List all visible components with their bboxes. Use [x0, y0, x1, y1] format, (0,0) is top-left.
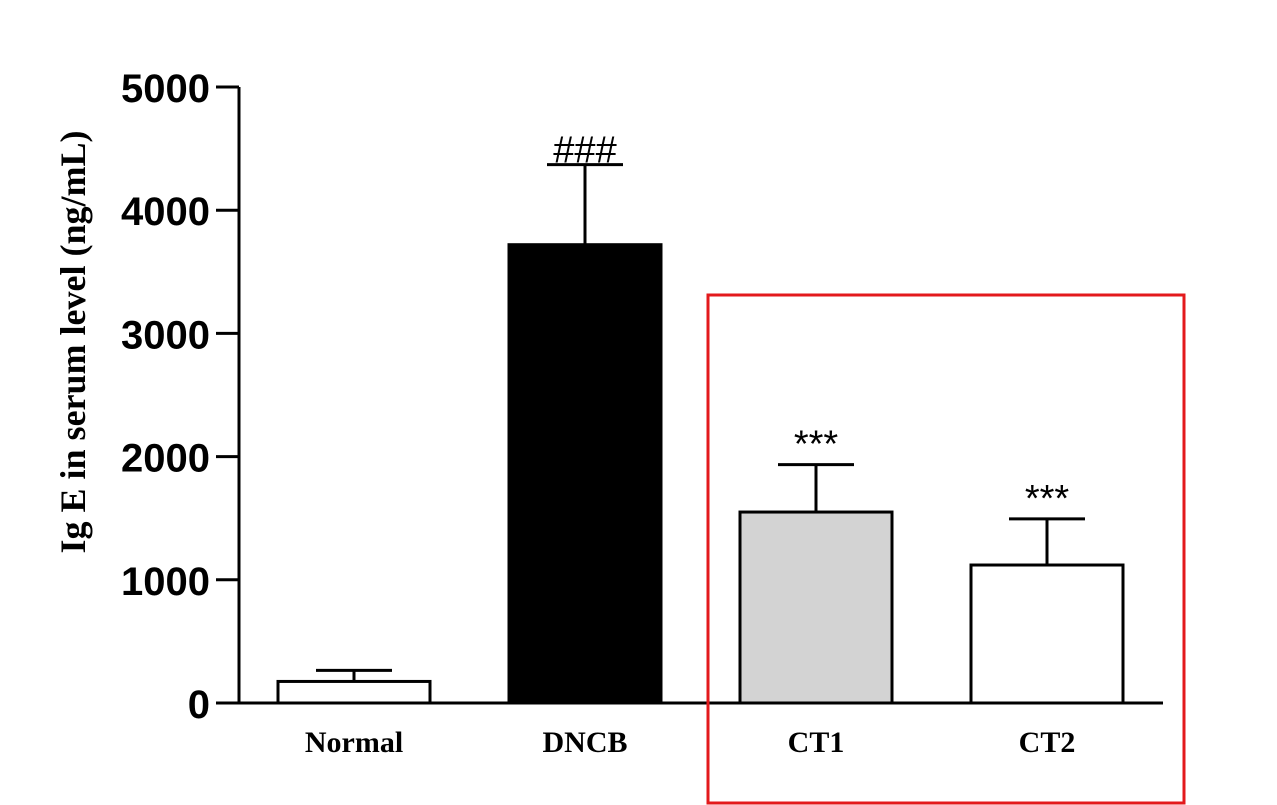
y-tick-label: 3000: [121, 313, 210, 357]
bar: [276, 679, 432, 705]
significance-label: ***: [1025, 478, 1070, 520]
y-tick-label: 4000: [121, 190, 210, 234]
y-tick-label: 5000: [121, 67, 210, 111]
highlight-box: [706, 293, 1186, 805]
y-tick-label: 2000: [121, 437, 210, 481]
bar: [507, 243, 663, 705]
bar: [738, 510, 894, 705]
y-tick-label: 0: [188, 683, 210, 727]
x-tick-label: DNCB: [542, 726, 627, 759]
significance-label: ###: [553, 130, 616, 172]
y-axis-title: Ig E in serum level (ng/mL): [53, 131, 93, 554]
y-tick-label: 1000: [121, 560, 210, 604]
x-tick-label: CT1: [788, 726, 845, 759]
significance-label: ***: [794, 424, 839, 466]
x-tick-label: CT2: [1019, 726, 1076, 759]
x-tick-label: Normal: [305, 726, 403, 759]
bar: [969, 563, 1125, 705]
